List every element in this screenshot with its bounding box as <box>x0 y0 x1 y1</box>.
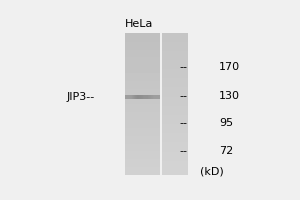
Text: HeLa: HeLa <box>124 19 153 29</box>
Text: 95: 95 <box>219 118 233 128</box>
Text: 72: 72 <box>219 146 233 156</box>
Text: --: -- <box>179 62 188 72</box>
Text: --: -- <box>179 91 188 101</box>
Text: JIP3--: JIP3-- <box>66 92 94 102</box>
Text: --: -- <box>179 146 188 156</box>
Text: 170: 170 <box>219 62 240 72</box>
Text: 130: 130 <box>219 91 240 101</box>
Text: --: -- <box>179 118 188 128</box>
Text: (kD): (kD) <box>200 166 224 176</box>
